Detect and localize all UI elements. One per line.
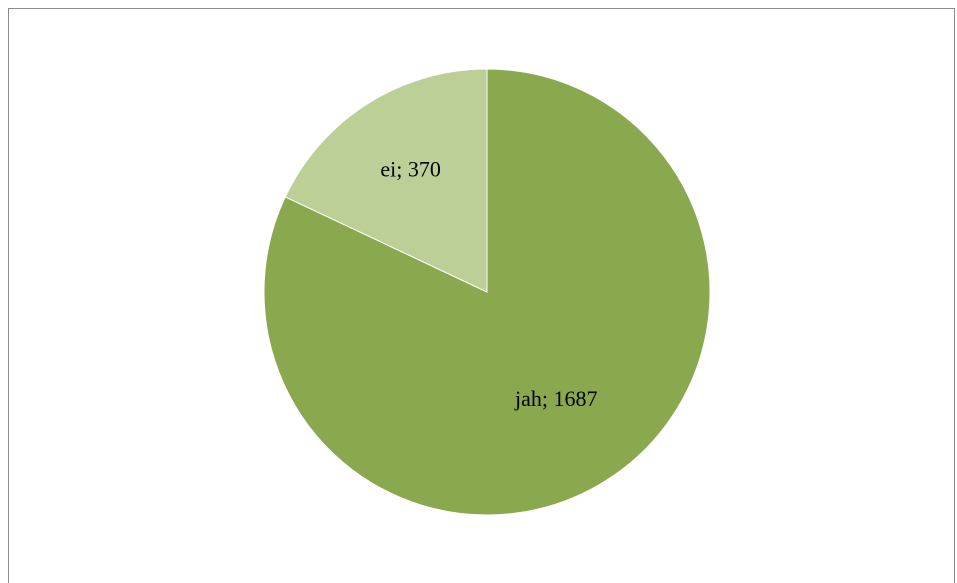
pie-slices xyxy=(263,68,711,516)
data-label-ei: ei; 370 xyxy=(380,157,441,182)
pie-slice-ei xyxy=(284,68,488,293)
pie-slice-jah xyxy=(263,68,711,516)
data-label-jah: jah; 1687 xyxy=(514,386,598,411)
pie-data-labels: jah; 1687 ei; 370 xyxy=(380,157,597,412)
